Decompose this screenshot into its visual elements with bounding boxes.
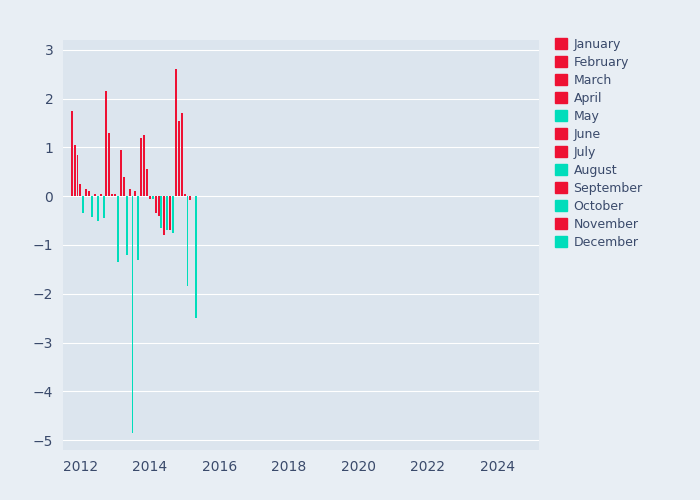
Bar: [140, 138, 142, 196]
Bar: [152, 196, 154, 198]
Bar: [85, 189, 87, 196]
Bar: [167, 196, 168, 230]
Legend: January, February, March, April, May, June, July, August, September, October, No: January, February, March, April, May, Ju…: [555, 38, 643, 249]
Bar: [111, 194, 113, 196]
Bar: [88, 192, 90, 196]
Bar: [190, 196, 191, 200]
Bar: [99, 194, 102, 196]
Bar: [183, 194, 186, 196]
Bar: [134, 192, 136, 196]
Bar: [195, 196, 197, 318]
Bar: [146, 170, 148, 196]
Bar: [143, 135, 145, 196]
Bar: [175, 70, 177, 196]
Bar: [126, 196, 127, 255]
Bar: [103, 196, 104, 218]
Bar: [169, 196, 171, 230]
Bar: [120, 150, 122, 196]
Bar: [186, 196, 188, 286]
Bar: [106, 91, 107, 196]
Bar: [83, 196, 84, 214]
Bar: [114, 194, 116, 196]
Bar: [76, 154, 78, 196]
Bar: [97, 196, 99, 220]
Bar: [181, 113, 183, 196]
Bar: [108, 132, 111, 196]
Bar: [74, 145, 76, 196]
Bar: [94, 194, 96, 196]
Bar: [172, 196, 174, 233]
Bar: [149, 196, 150, 198]
Bar: [178, 120, 180, 196]
Bar: [132, 196, 134, 433]
Bar: [160, 196, 162, 228]
Bar: [117, 196, 119, 262]
Bar: [158, 196, 160, 216]
Bar: [79, 184, 81, 196]
Bar: [155, 196, 157, 214]
Bar: [71, 111, 73, 196]
Bar: [122, 176, 125, 196]
Bar: [137, 196, 139, 260]
Bar: [91, 196, 93, 217]
Bar: [163, 196, 165, 235]
Bar: [129, 189, 131, 196]
